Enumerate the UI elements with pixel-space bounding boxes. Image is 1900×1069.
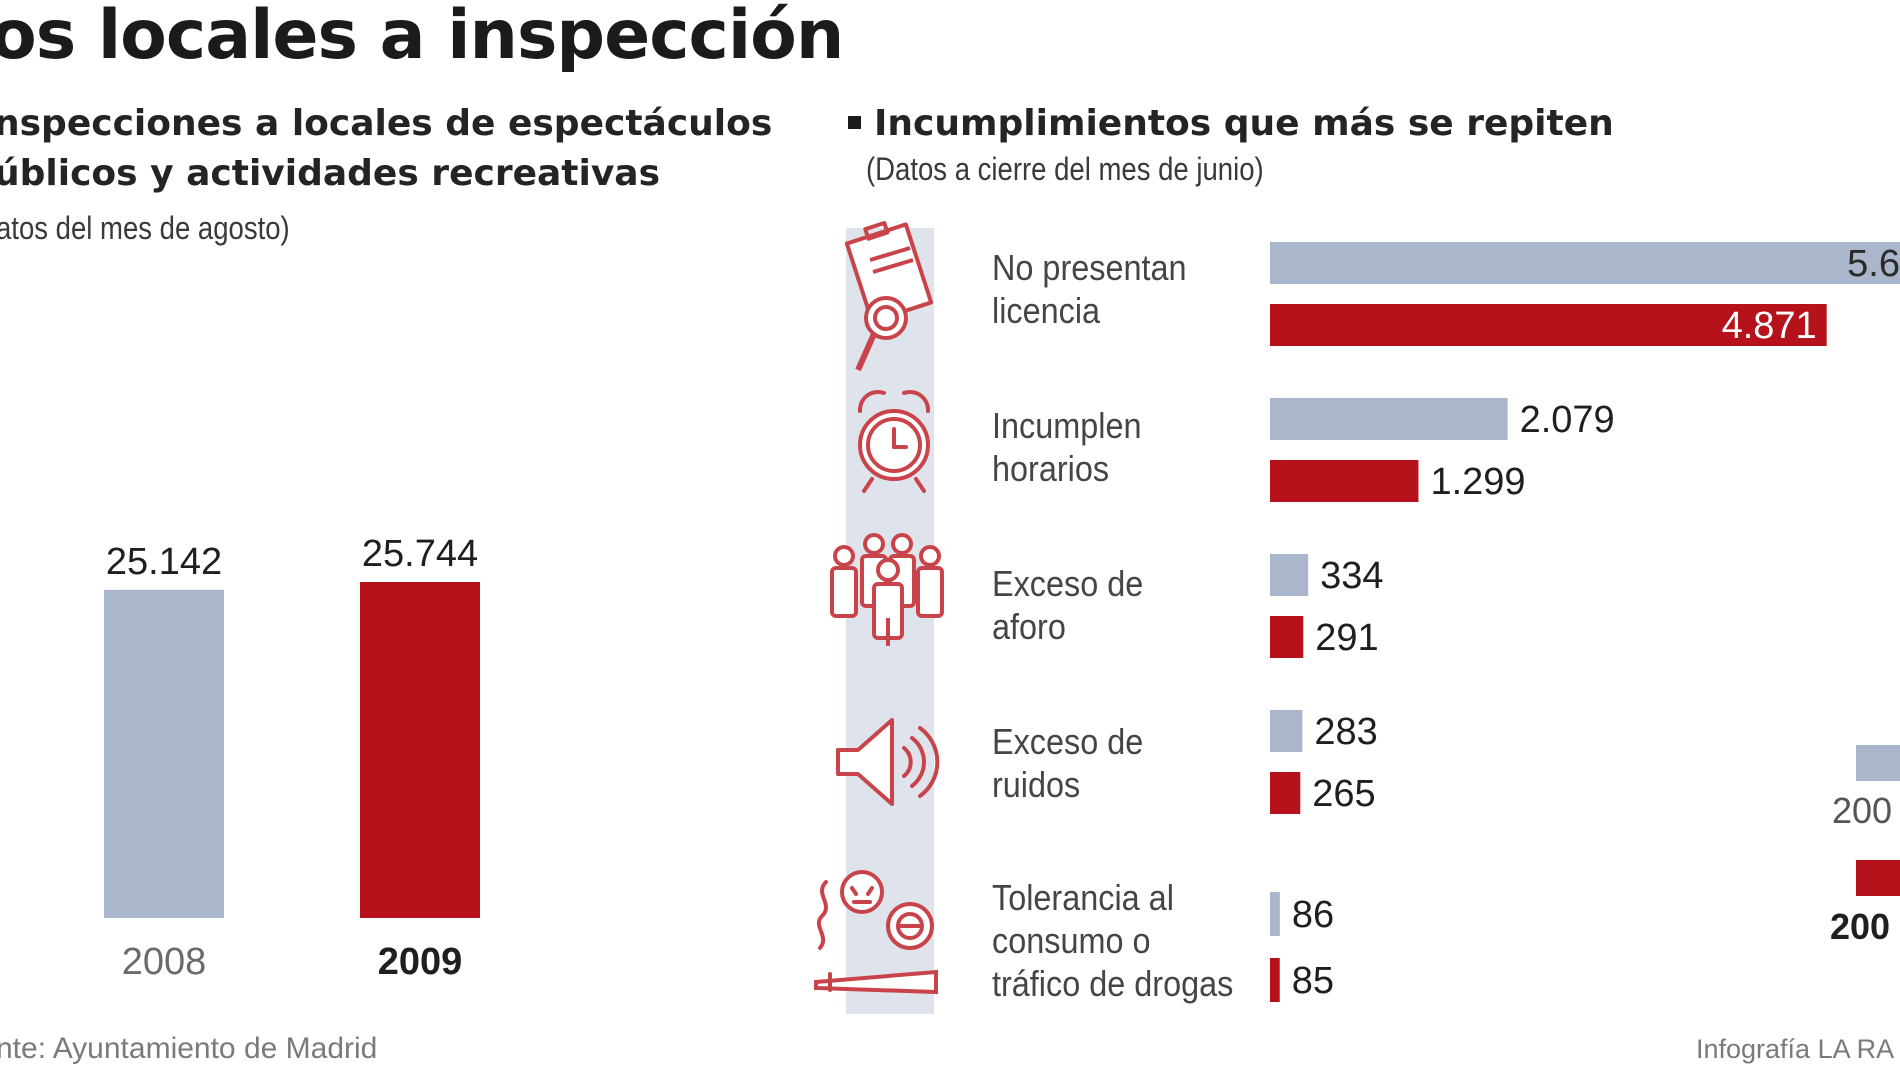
bar-2009-cat-4 [1270,958,1280,1002]
right-chart-subtitle: (Datos a cierre del mes de junio) [866,151,1264,187]
credit-note: Infografía LA RA [1696,1034,1895,1064]
violations-bar-chart: 5.6 4.871 2.079 1.299 334 291 283 265 86 85 [1270,242,1900,1002]
left-chart-subtitle: atos del mes de agosto) [0,210,290,246]
legend-swatch-2009 [1856,860,1900,896]
bar-2009-cat-2 [1270,616,1304,658]
bar-value-label-2009-cat-4: 85 [1292,960,1334,1002]
bar-2009-cat-3 [1270,772,1301,814]
title-bullet [848,116,861,129]
inspections-bar-chart: 25.142 2008 25.744 2009 [104,533,480,983]
bar-value-label-2009-cat-0: 4.871 [1722,305,1817,347]
x-tick-label-2008: 2008 [122,941,207,983]
x-tick-label-2009: 2009 [378,941,463,983]
bar-value-label-2009-cat-1: 1.299 [1430,461,1525,503]
headline: os locales a inspección [0,0,844,75]
bar-2008-cat-4 [1270,892,1280,936]
bar-2008-cat-0 [1270,242,1900,284]
bar-value-label-2008-cat-0: 5.6 [1847,243,1900,285]
category-label-license: No presentan licencia [992,247,1187,331]
bar-2009-cat-1 [1270,460,1419,502]
category-label-capacity: Exceso de aforo [992,563,1144,647]
bar-value-label-2008-cat-2: 334 [1320,555,1383,597]
bar-value-label-2009: 25.744 [362,533,478,575]
bar-value-label-2008: 25.142 [106,541,222,583]
source-note: nte: Ayuntamiento de Madrid [0,1032,378,1065]
bar-2008 [104,589,224,918]
bar-2008-cat-1 [1270,398,1508,440]
bar-2009 [360,582,480,918]
category-label-noise: Exceso de ruidos [992,721,1144,805]
legend-label-2009: 200 [1830,906,1891,947]
legend-swatch-2008 [1856,745,1900,781]
drugs-icon [806,864,956,1018]
bar-value-label-2009-cat-2: 291 [1315,617,1378,659]
legend-label-2008: 200 [1832,790,1893,831]
clipboard-magnifier-icon [840,220,950,384]
right-chart-title: Incumplimientos que más se repiten [874,103,1614,144]
bar-value-label-2008-cat-3: 283 [1314,711,1377,753]
bar-2008-cat-3 [1270,710,1303,752]
alarm-clock-icon [846,383,942,507]
bar-value-label-2008-cat-4: 86 [1292,894,1334,936]
bar-value-label-2009-cat-3: 265 [1312,773,1375,815]
crowd-people-icon [822,528,952,660]
category-label-hours: Incumplen horarios [992,405,1142,489]
category-label-drugs: Tolerancia al consumo o tráfico de droga… [992,877,1234,1004]
bar-2009-cat-0 [1270,304,1827,346]
bar-value-label-2008-cat-1: 2.079 [1520,399,1615,441]
bar-2008-cat-2 [1270,554,1309,596]
loudspeaker-icon [830,712,940,816]
left-chart-title-line1: nspecciones a locales de espectáculos [0,103,773,144]
left-chart-title-line2: úblicos y actividades recreativas [0,153,661,194]
